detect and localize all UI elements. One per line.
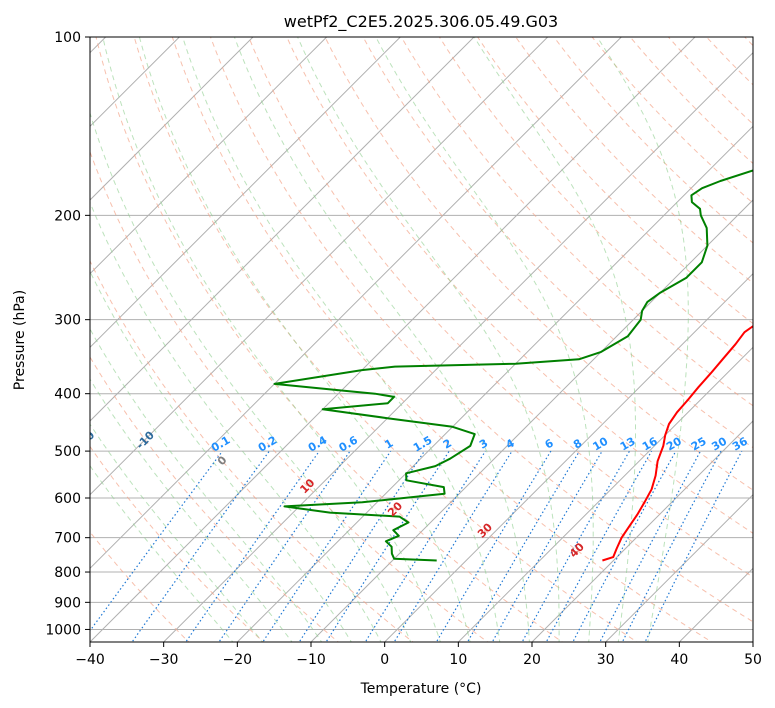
- x-tick-label: 30: [597, 652, 615, 668]
- moist-adiabat: [90, 464, 234, 642]
- y-axis-label: Pressure (hPa): [12, 290, 28, 390]
- x-tick-label: 10: [449, 652, 467, 668]
- y-tick-label: 700: [54, 531, 81, 547]
- mixing-ratio-line: [131, 450, 270, 642]
- dry-adiabat: [400, 37, 753, 407]
- y-tick-label: 500: [54, 444, 81, 460]
- mixing-ratio-line: [185, 450, 320, 642]
- mixing-ratio-line: [364, 450, 486, 642]
- moist-adiabat: [138, 37, 471, 642]
- y-tick-label: 1000: [45, 622, 81, 638]
- isotherm-gridline: [90, 37, 696, 642]
- moist-adiabat: [102, 37, 441, 642]
- y-tick-label: 300: [54, 313, 81, 329]
- mixing-ratio-line: [393, 450, 513, 642]
- x-tick-label: 50: [744, 652, 762, 668]
- dry-adiabat: [90, 356, 340, 642]
- isotherm-gridline: [90, 37, 549, 496]
- isotherm-gridline: [90, 37, 328, 275]
- isotherm-gridline: [531, 420, 753, 642]
- mixing-ratio-line: [262, 450, 392, 642]
- dry-adiabat-label: -20: [74, 428, 97, 451]
- moist-adiabat: [182, 37, 501, 642]
- plot-frame: [89, 36, 754, 643]
- moist-adiabat: [375, 37, 594, 642]
- moist-adiabat: [90, 327, 323, 642]
- dry-adiabat: [171, 37, 713, 642]
- isotherm-gridline: [90, 37, 254, 201]
- mixing-ratio-line: [90, 450, 223, 632]
- mixing-ratio-line: [325, 450, 450, 642]
- moist-adiabat: [596, 37, 689, 642]
- x-tick-label: 40: [670, 652, 688, 668]
- isotherm-gridline: [90, 37, 475, 422]
- moist-adiabat: [90, 378, 293, 642]
- dry-adiabat: [324, 37, 753, 491]
- x-tick-label: 0: [380, 652, 389, 668]
- x-tick-label: −20: [223, 652, 253, 668]
- dry-adiabat: [515, 37, 753, 284]
- y-tick-label: 100: [54, 30, 81, 46]
- x-axis-label: Temperature (°C): [360, 681, 482, 697]
- mixing-ratio-line: [298, 450, 425, 642]
- x-tick-label: −10: [296, 652, 326, 668]
- dry-adiabat: [209, 37, 753, 623]
- moist-adiabat: [90, 423, 264, 642]
- dry-adiabat: [248, 37, 753, 578]
- moist-adiabat: [90, 270, 352, 642]
- isotherm-gridline: [605, 493, 753, 642]
- moist-adiabat: [297, 37, 560, 642]
- mixing-ratio-line: [572, 450, 677, 642]
- isotherm-gridline: [163, 51, 753, 642]
- y-tick-label: 900: [54, 595, 81, 611]
- dewpoint-profile-line: [273, 169, 753, 562]
- x-tick-label: 20: [523, 652, 541, 668]
- isotherm-gridline: [384, 272, 753, 642]
- y-tick-label: 400: [54, 387, 81, 403]
- isotherm-gridline: [90, 37, 401, 349]
- isotherm-gridline: [236, 125, 753, 642]
- moist-adiabat: [473, 37, 636, 642]
- y-tick-label: 600: [54, 491, 81, 507]
- chart-title: wetPf2_C2E5.2025.306.05.49.G03: [284, 12, 558, 32]
- temperature-profile-line: [602, 324, 753, 562]
- dry-adiabat: [90, 259, 414, 642]
- mixing-ratio-line: [466, 450, 580, 642]
- mixing-ratio-line: [218, 450, 351, 642]
- y-tick-label: 800: [54, 565, 81, 581]
- dry-adiabat: [133, 37, 638, 642]
- y-tick-label: 200: [54, 208, 81, 224]
- x-tick-label: −30: [149, 652, 179, 668]
- mixing-ratio-line: [621, 450, 722, 642]
- axis-ticks: −40 −30 −20 −10 0 10 20 30 40 50 100 200 300 400 500 60…: [45, 30, 762, 668]
- mixing-ratio-line: [599, 450, 702, 642]
- moist-adiabat: [90, 111, 412, 642]
- isotherm-gridline: [90, 37, 622, 570]
- x-tick-label: −40: [75, 652, 105, 668]
- moist-adiabat: [90, 201, 382, 642]
- dry-adiabat: [90, 150, 489, 642]
- isotherm-gridline: [457, 346, 753, 642]
- plot-area: [90, 37, 753, 642]
- dry-adiabat: [95, 37, 564, 642]
